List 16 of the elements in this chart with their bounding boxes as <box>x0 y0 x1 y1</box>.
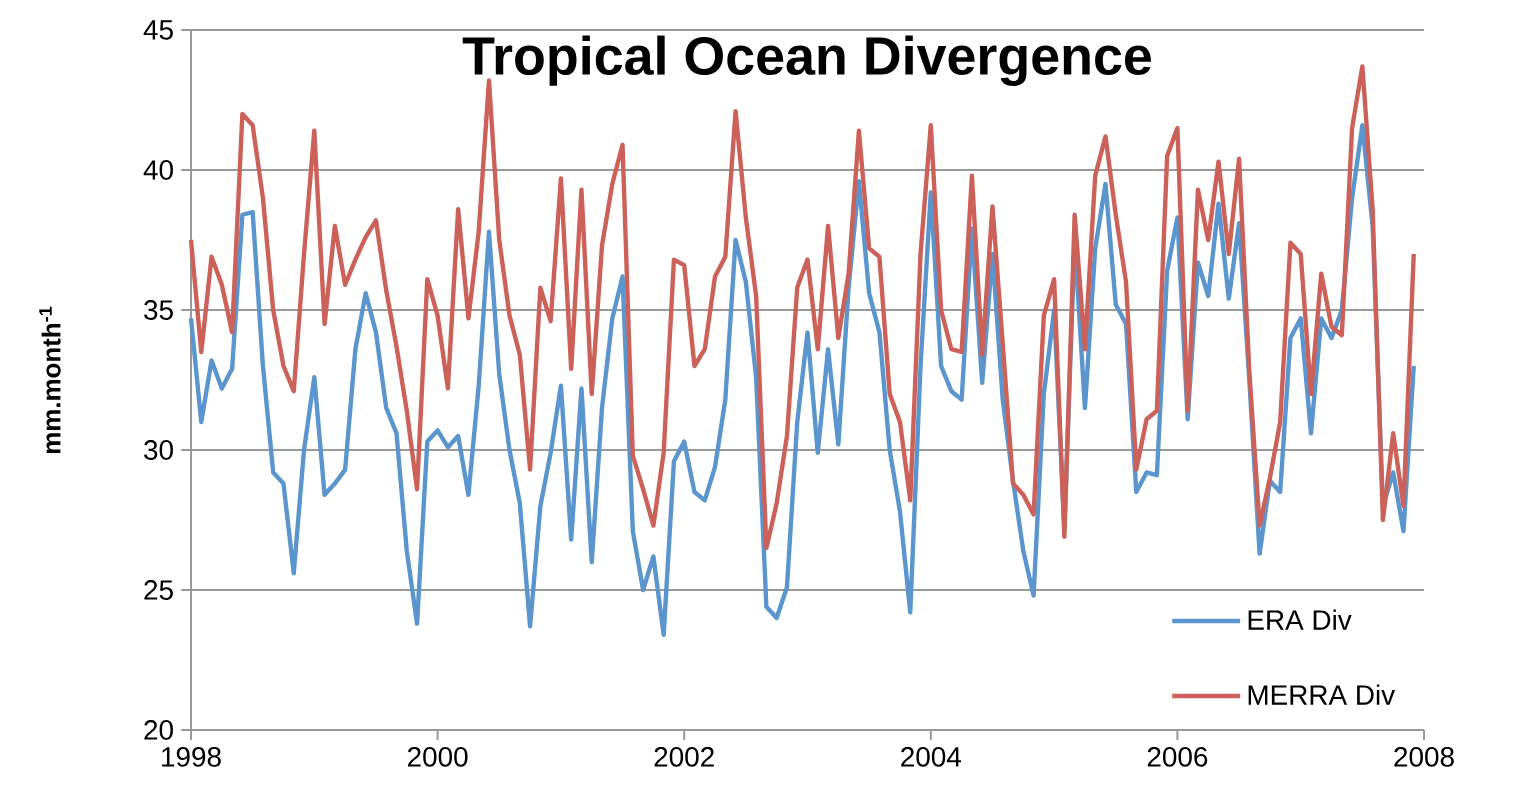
legend-label: MERRA Div <box>1248 684 1396 705</box>
x-tick-label: 2006 <box>1147 746 1208 767</box>
y-tick-label: 25 <box>144 580 173 600</box>
legend-label: ERA Div <box>1248 609 1352 630</box>
y-axis-title: mm.month$^{-1}$ <box>39 306 61 454</box>
x-tick-label: 1998 <box>162 746 221 767</box>
y-tick-label: 30 <box>144 440 173 460</box>
y-tick-label: 40 <box>143 160 173 180</box>
x-tick-label: 2004 <box>901 746 961 767</box>
y-tick-label: 20 <box>144 720 173 740</box>
chart-title: Tropical Ocean Divergence <box>462 35 1151 86</box>
x-tick-label: 2002 <box>654 746 714 767</box>
x-tick-label: 2000 <box>407 746 468 767</box>
y-tick-label: 35 <box>144 300 173 320</box>
y-tick-label: 45 <box>143 20 173 40</box>
x-tick-label: 2008 <box>1394 746 1454 767</box>
